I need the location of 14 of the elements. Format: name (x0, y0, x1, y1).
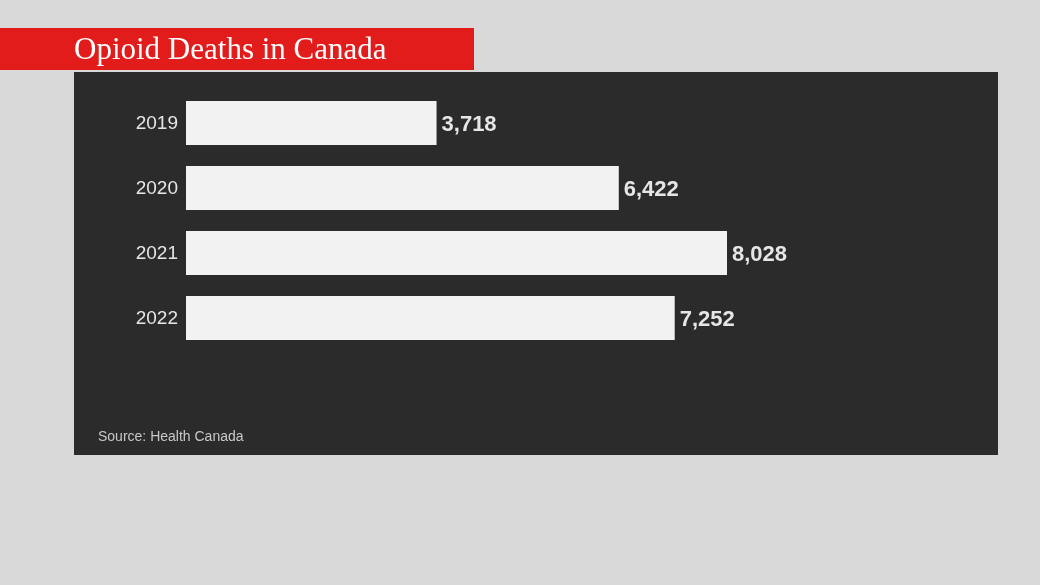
chart-title: Opioid Deaths in Canada (0, 28, 474, 70)
bar (186, 231, 727, 275)
data-label: 7,252 (679, 305, 735, 331)
bar (186, 101, 437, 145)
bar (186, 166, 619, 210)
y-tick-label: 2022 (135, 307, 178, 329)
bar (186, 296, 675, 340)
data-label: 3,718 (441, 110, 497, 136)
source-note: Source: Health Canada (98, 428, 244, 444)
data-label: 6,422 (623, 175, 679, 201)
y-tick-label: 2020 (135, 177, 178, 199)
data-label: 8,028 (732, 240, 788, 266)
y-tick-label: 2021 (135, 242, 178, 264)
y-tick-label: 2019 (135, 112, 178, 134)
